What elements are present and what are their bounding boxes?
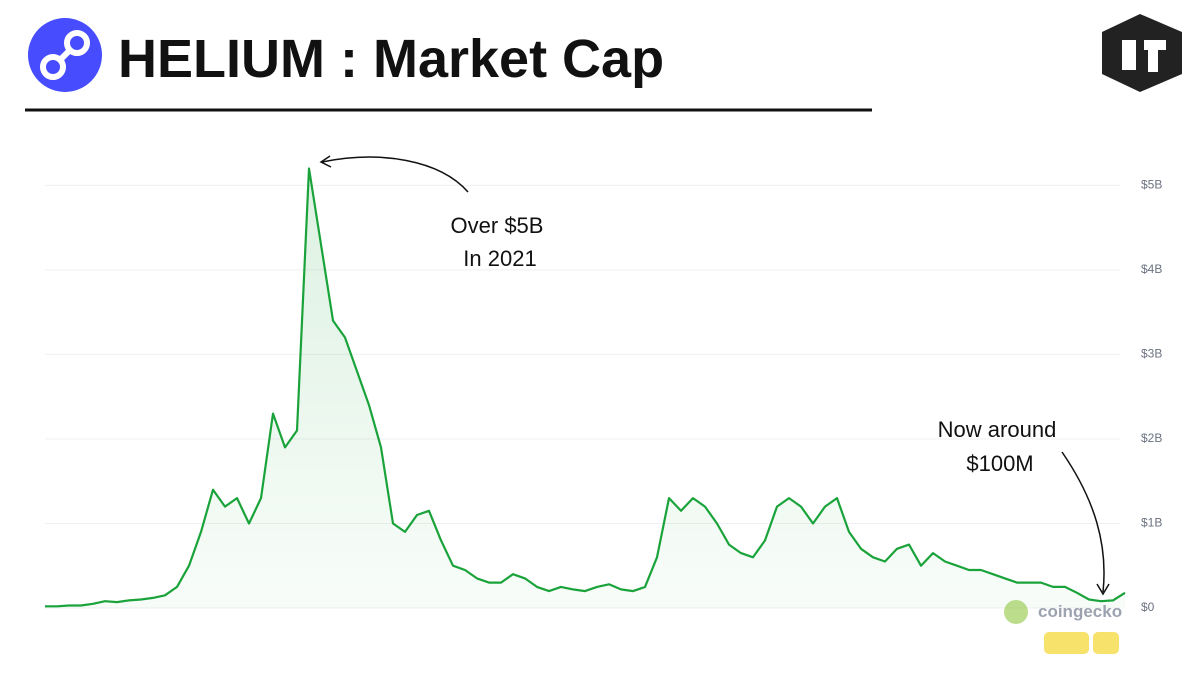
annotation-arrowhead xyxy=(1096,583,1110,596)
badge xyxy=(1044,632,1089,654)
plot: $0 $1B $2B $3B $4B $5B xyxy=(45,167,1162,614)
y-tick-label: $1B xyxy=(1141,516,1162,530)
y-tick-label: $3B xyxy=(1141,347,1162,361)
annotation-arrow xyxy=(321,156,469,193)
area-fill xyxy=(45,168,1125,608)
helium-logo-mark xyxy=(40,30,90,80)
chart-title: HELIUM : Market Cap xyxy=(118,29,664,89)
y-tick-label: $0 xyxy=(1141,600,1155,614)
y-tick-label: $5B xyxy=(1141,178,1162,192)
annotation: $100M xyxy=(966,451,1033,476)
annotation: Now around xyxy=(938,417,1057,442)
watermark: coingecko xyxy=(1038,602,1122,621)
annotation: Over $5B xyxy=(451,213,544,238)
watermark-icon xyxy=(1004,600,1028,624)
brand-logo-mark xyxy=(1122,40,1166,72)
brand-logo xyxy=(1102,14,1182,92)
badge xyxy=(1093,632,1119,654)
annotation-arrowhead xyxy=(319,155,332,168)
y-tick-label: $4B xyxy=(1141,262,1162,276)
y-tick-label: $2B xyxy=(1141,431,1162,445)
annotation: In 2021 xyxy=(463,246,536,271)
annotation-arrow xyxy=(1061,451,1105,593)
line xyxy=(45,167,1126,608)
